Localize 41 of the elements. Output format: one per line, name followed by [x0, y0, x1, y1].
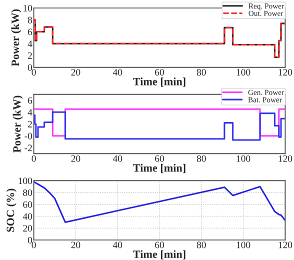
y-tick-label: 20 — [23, 225, 32, 232]
y-tick-label: -2 — [24, 144, 32, 152]
x-axis-title: Time [min] — [133, 164, 186, 174]
x-axis-title: Time [min] — [133, 250, 186, 260]
y-tick-label: 2 — [28, 120, 32, 128]
x-tick-label: 60 — [155, 69, 164, 76]
y-tick-label: 6 — [28, 97, 32, 104]
y-tick-label: -0 — [24, 132, 32, 140]
y-tick-label: 4 — [28, 40, 32, 47]
y-tick-label: 4 — [28, 109, 32, 116]
x-tick-label: 80 — [196, 242, 206, 248]
x-tick-label: 40 — [112, 69, 122, 76]
y-tick-label: 40 — [22, 213, 32, 220]
y-tick-label: 10 — [24, 4, 32, 12]
x-tick-label: 80 — [196, 69, 206, 76]
y-tick-label: 6 — [28, 28, 32, 36]
x-tick-label: 100 — [236, 69, 250, 76]
x-tick-label: 100 — [236, 155, 250, 162]
y-axis-title: Power (kW) — [12, 96, 23, 153]
y-tick-label: 60 — [23, 201, 32, 208]
y-tick-label: 100 — [18, 178, 32, 184]
x-axis-title: Time [min] — [133, 78, 186, 87]
x-tick-label: 120 — [278, 242, 292, 248]
y-tick-label: 0 — [28, 64, 32, 71]
y-tick-label: 0 — [28, 236, 32, 244]
x-tick-label: 20 — [71, 242, 80, 248]
x-tick-label: 40 — [112, 242, 122, 248]
y-tick-label: 80 — [23, 189, 32, 196]
x-tick-label: 20 — [71, 69, 80, 76]
x-tick-label: 120 — [278, 69, 292, 76]
x-tick-label: 60 — [155, 155, 164, 162]
x-tick-label: 60 — [155, 242, 164, 248]
x-tick-label: 80 — [196, 155, 206, 162]
y-tick-label: 2 — [28, 52, 32, 59]
y-axis-title: Power (kW) — [11, 9, 22, 66]
x-tick-label: 20 — [71, 155, 80, 162]
x-tick-label: 40 — [112, 155, 122, 162]
y-axis-title: SOC (%) — [6, 188, 16, 232]
x-tick-label: 100 — [236, 242, 250, 248]
y-tick-label: 8 — [28, 16, 32, 24]
x-tick-label: 120 — [278, 155, 292, 162]
